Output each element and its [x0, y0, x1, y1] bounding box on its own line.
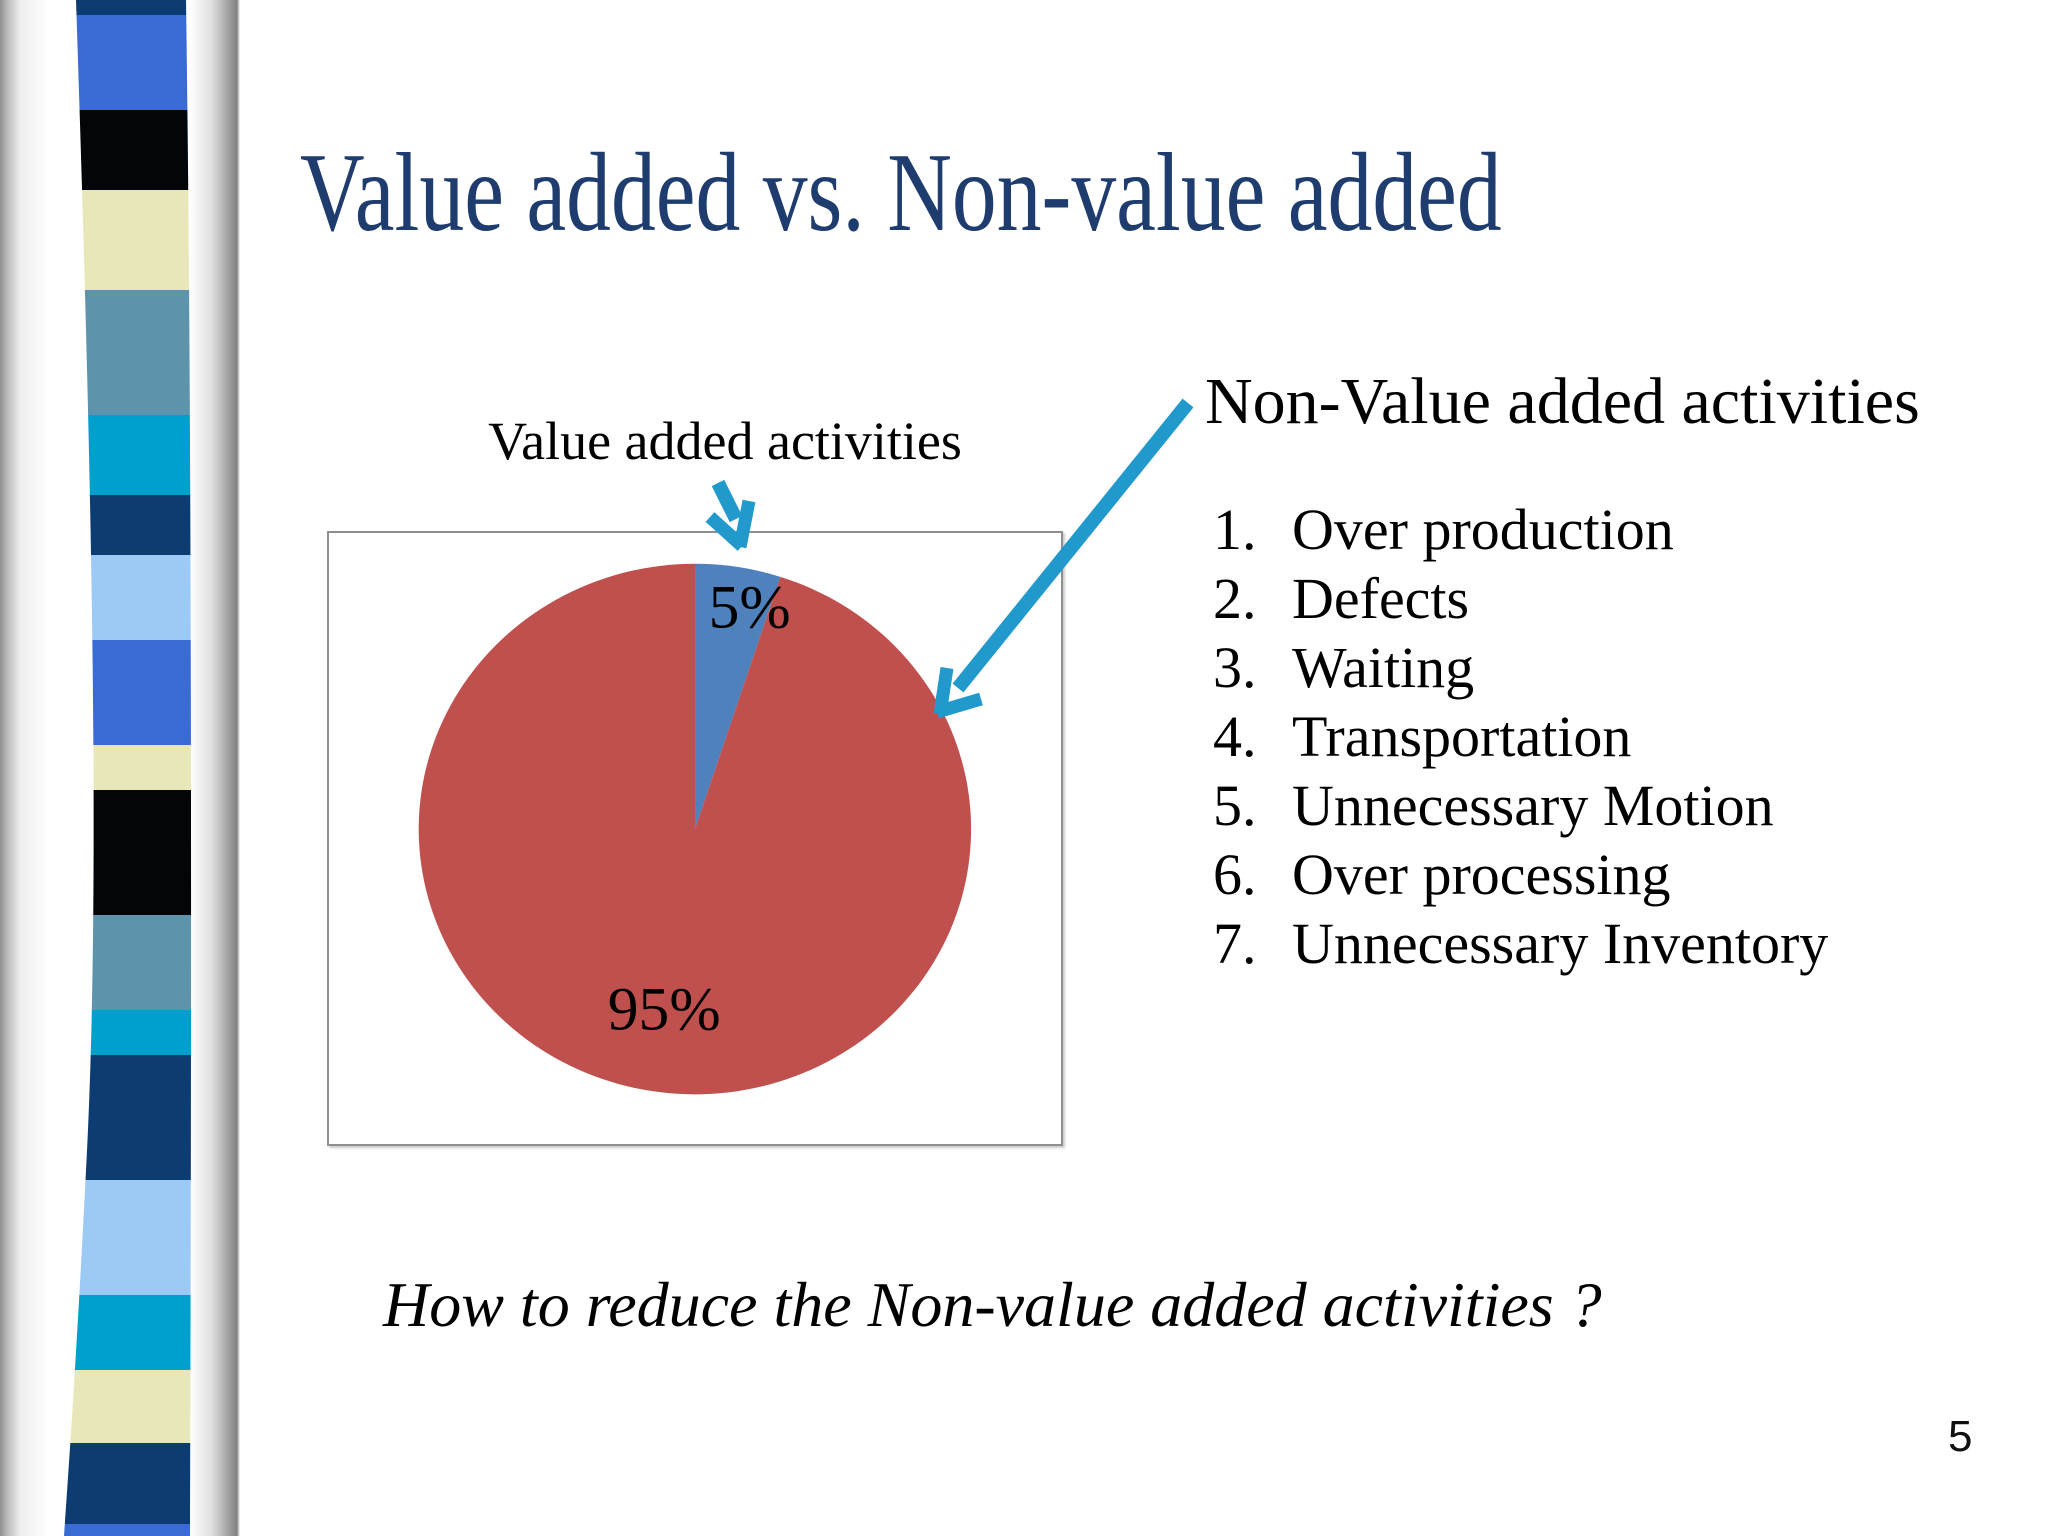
waste-list-item: 3. Waiting — [1213, 633, 1828, 702]
waste-list-item-number: 5. — [1213, 773, 1257, 838]
ribbon-band — [64, 290, 192, 415]
waste-list-item-label: Over production — [1292, 497, 1674, 562]
ribbon-band — [64, 1443, 192, 1524]
waste-list-item-label: Transportation — [1292, 704, 1632, 769]
waste-list-item-label: Defects — [1292, 566, 1470, 631]
ribbon-band — [64, 1055, 192, 1180]
ribbon-band — [64, 495, 192, 555]
ribbon-band — [64, 1295, 192, 1370]
waste-list-item: 2. Defects — [1213, 564, 1828, 633]
pie-chart: 5% 95% — [418, 563, 972, 1095]
ribbon-band — [64, 1010, 192, 1055]
pie-slice-percentage: 5% — [709, 573, 791, 641]
waste-list-item: 7. Unnecessary Inventory — [1213, 909, 1828, 978]
ribbon-graphic — [64, 0, 192, 1536]
waste-list-item-label: Unnecessary Motion — [1292, 773, 1774, 838]
waste-list-item-number: 6. — [1213, 842, 1257, 907]
ribbon-band — [64, 915, 192, 1010]
waste-list-item-label: Over processing — [1292, 842, 1671, 907]
waste-list-item: 5. Unnecessary Motion — [1213, 771, 1828, 840]
waste-list-item-number: 2. — [1213, 566, 1257, 631]
ribbon-band — [64, 15, 192, 110]
ribbon-band — [64, 190, 192, 290]
ribbon-band — [64, 1180, 192, 1295]
ribbon-band — [64, 1370, 192, 1443]
value-added-label: Value added activities — [488, 411, 962, 471]
question-text: How to reduce the Non-value added activi… — [383, 1269, 1602, 1340]
waste-list-item: 1. Over production — [1213, 495, 1828, 564]
non-value-added-label: Non-Value added activities — [1205, 365, 1920, 438]
pie-slice — [418, 563, 972, 1095]
ribbon-band — [64, 110, 192, 190]
pie-slice — [695, 563, 781, 830]
waste-list-item: 4. Transportation — [1213, 702, 1828, 771]
waste-list-item-number: 3. — [1213, 635, 1257, 700]
waste-list-item-number: 1. — [1213, 497, 1257, 562]
ribbon-band — [64, 1524, 192, 1536]
sidebar-decoration — [0, 0, 240, 1536]
ribbon-band — [64, 640, 192, 745]
waste-list-item-label: Unnecessary Inventory — [1292, 911, 1829, 976]
waste-list-item-number: 7. — [1213, 911, 1257, 976]
waste-list-item-label: Waiting — [1292, 635, 1475, 700]
slide-title: Value added vs. Non-value added — [300, 131, 1502, 255]
ribbon-band — [64, 745, 192, 790]
pie-slice-percentage: 95% — [608, 976, 721, 1044]
ribbon-band — [64, 0, 192, 15]
pie-chart-frame: 5% 95% — [327, 531, 1063, 1146]
ribbon-band — [64, 555, 192, 640]
waste-list: 1. Over production 2. Defects 3. Waiting 4. Tra… — [1213, 495, 1828, 978]
waste-list-item-number: 4. — [1213, 704, 1257, 769]
ribbon-band — [64, 790, 192, 915]
page-number: 5 — [1948, 1412, 1973, 1461]
ribbon-band — [64, 415, 192, 495]
waste-list-item: 6. Over processing — [1213, 840, 1828, 909]
